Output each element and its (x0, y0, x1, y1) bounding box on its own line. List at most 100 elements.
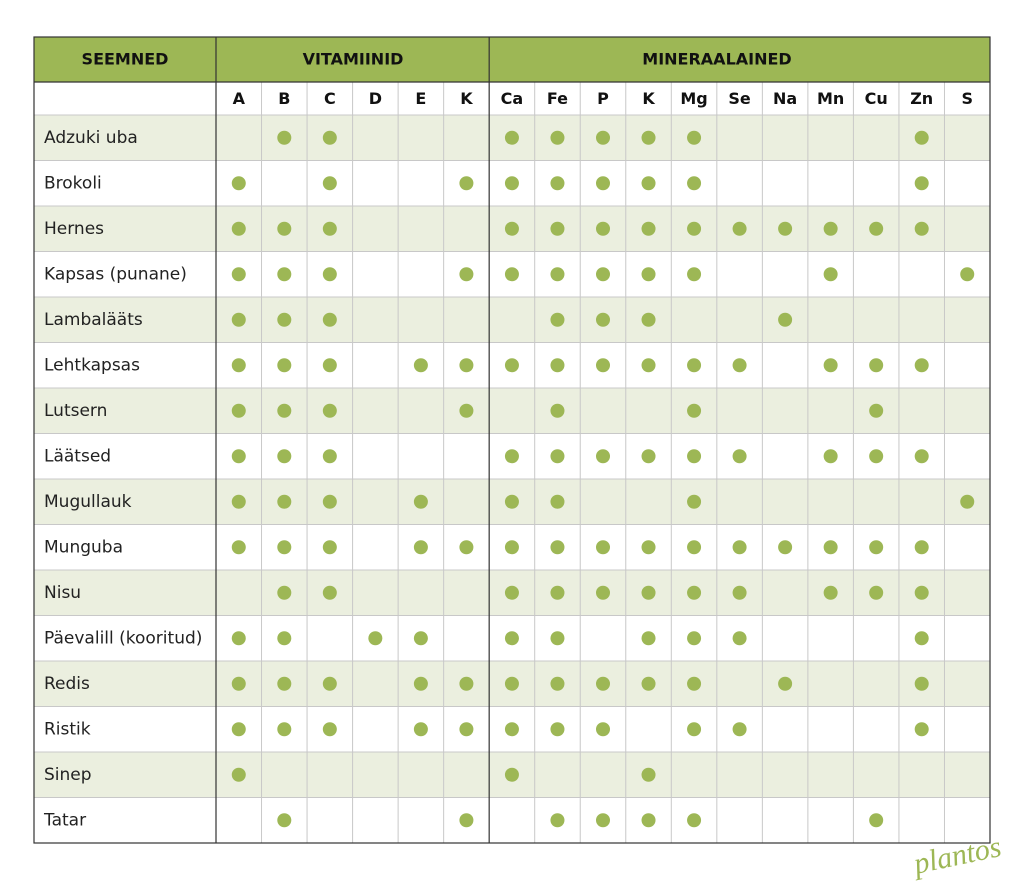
dot (823, 267, 838, 282)
dot (277, 221, 292, 236)
dot (550, 176, 565, 191)
dot (277, 676, 292, 691)
dot (687, 221, 702, 236)
seed-name: Kapsas (punane) (44, 264, 187, 284)
dot (413, 722, 428, 737)
dot (641, 358, 656, 373)
dot (687, 540, 702, 555)
column-header: Zn (910, 89, 933, 108)
dot (914, 631, 929, 646)
dot (277, 449, 292, 464)
dot (459, 358, 474, 373)
header-band (34, 37, 990, 82)
dot (641, 267, 656, 282)
seed-name: Lutsern (44, 401, 107, 421)
dot (914, 130, 929, 145)
dot (687, 631, 702, 646)
dot (687, 403, 702, 418)
dot (914, 449, 929, 464)
dot (596, 585, 610, 600)
dot (231, 358, 246, 373)
seed-name: Brokoli (44, 173, 102, 193)
vitamins-header: VITAMIINID (303, 50, 404, 69)
column-header: Na (773, 89, 797, 108)
seed-name: Redis (44, 674, 90, 694)
dot (641, 540, 656, 555)
dot (596, 312, 610, 327)
dot (231, 722, 246, 737)
dot (322, 722, 337, 737)
seed-name: Ristik (44, 719, 91, 739)
dot (687, 585, 702, 600)
dot (459, 676, 474, 691)
seeds-header: SEEMNED (82, 50, 169, 69)
dot (914, 585, 929, 600)
dot (869, 221, 884, 236)
dot (504, 540, 519, 555)
dot (914, 221, 929, 236)
dot (413, 631, 428, 646)
dot (459, 267, 474, 282)
dot (596, 813, 610, 828)
dot (504, 221, 519, 236)
dot (322, 312, 337, 327)
seed-name: Läätsed (44, 446, 111, 466)
seed-name: Munguba (44, 537, 123, 557)
dot (732, 585, 747, 600)
column-header: E (415, 89, 426, 108)
column-header: S (961, 89, 973, 108)
dot (504, 130, 519, 145)
dot (641, 676, 656, 691)
dot (277, 540, 292, 555)
dot (641, 312, 656, 327)
seed-name: Adzuki uba (44, 128, 138, 148)
grid (34, 82, 990, 843)
dot (914, 540, 929, 555)
dot (322, 358, 337, 373)
dot (960, 267, 975, 282)
dot (596, 676, 610, 691)
dot (504, 676, 519, 691)
dot (550, 813, 565, 828)
dot (550, 403, 565, 418)
dot (231, 176, 246, 191)
dot (596, 540, 610, 555)
column-header: Se (728, 89, 751, 108)
dot (322, 585, 337, 600)
dot (550, 676, 565, 691)
column-header: C (324, 89, 336, 108)
dot (413, 358, 428, 373)
dot (732, 221, 747, 236)
dot (322, 540, 337, 555)
dot (504, 722, 519, 737)
dot (732, 358, 747, 373)
dot (914, 176, 929, 191)
column-header: Mg (680, 89, 707, 108)
dot (869, 358, 884, 373)
column-header: B (278, 89, 290, 108)
dot (596, 722, 610, 737)
dot (231, 221, 246, 236)
dot (550, 267, 565, 282)
dot (732, 540, 747, 555)
dot (778, 540, 793, 555)
dot (641, 585, 656, 600)
dot (231, 676, 246, 691)
dot (504, 631, 519, 646)
dot (823, 358, 838, 373)
dot (413, 540, 428, 555)
dot (231, 631, 246, 646)
dot (823, 449, 838, 464)
row-bg (34, 797, 990, 843)
dot (960, 494, 975, 509)
dot (322, 449, 337, 464)
dot (459, 403, 474, 418)
border (33, 36, 991, 844)
column-header: Mn (817, 89, 844, 108)
column-header: Fe (547, 89, 568, 108)
seed-name: Päevalill (kooritud) (44, 628, 202, 648)
dot (732, 449, 747, 464)
dot (778, 676, 793, 691)
dot (504, 267, 519, 282)
